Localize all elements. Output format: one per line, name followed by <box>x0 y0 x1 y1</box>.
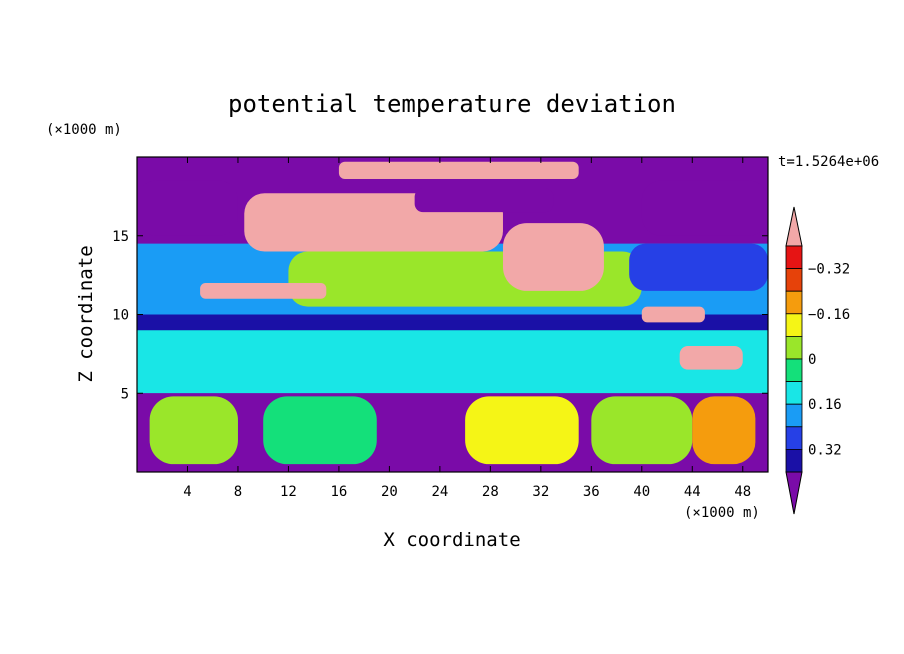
x-tick-label: 4 <box>183 484 191 500</box>
x-tick-label: 44 <box>684 484 701 500</box>
contour-region <box>692 396 756 465</box>
chart-title: potential temperature deviation <box>228 90 676 118</box>
colorbar-swatch <box>785 313 803 337</box>
colorbar-swatch <box>785 290 803 315</box>
time-label: t=1.5264e+06 <box>778 154 879 170</box>
colorbar-tick-label: 0.32 <box>808 442 842 458</box>
y-tick-label: 15 <box>112 229 129 245</box>
colorbar-swatch <box>785 426 803 450</box>
contour-region <box>679 346 743 370</box>
contour-region <box>465 396 579 465</box>
colorbar-swatch <box>785 268 803 292</box>
x-tick-label: 12 <box>280 484 297 500</box>
colorbar-tick-label: −0.32 <box>808 262 850 278</box>
x-tick-label: 16 <box>330 484 347 500</box>
colorbar-swatch <box>785 381 803 405</box>
x-tick-label: 32 <box>532 484 549 500</box>
colorbar: 0.32 0.16 0 −0.16 −0.32 <box>785 206 850 515</box>
y-axis: 5 10 15 <box>112 229 768 402</box>
colorbar-swatch <box>785 245 803 270</box>
contour-region <box>338 161 579 180</box>
x-tick-label: 28 <box>482 484 499 500</box>
colorbar-swatch <box>785 335 803 360</box>
x-tick-label: 20 <box>381 484 398 500</box>
x-axis-label: X coordinate <box>383 529 520 551</box>
contour-field <box>137 157 768 472</box>
y-axis-label: Z coordinate <box>75 245 97 382</box>
x-unit-label: (×1000 m) <box>684 505 760 521</box>
x-axis: 4 8 12 16 20 24 28 32 36 40 44 48 <box>183 157 751 500</box>
x-tick-label: 48 <box>734 484 751 500</box>
colorbar-tick-label: 0.16 <box>808 397 842 413</box>
colorbar-tick-label: 0 <box>808 352 816 368</box>
contour-region <box>641 180 768 236</box>
colorbar-swatch <box>785 403 803 428</box>
contour-region <box>641 306 705 323</box>
contour-region <box>502 223 604 291</box>
contour-region <box>149 396 238 465</box>
y-unit-label: (×1000 m) <box>46 122 122 138</box>
x-tick-label: 8 <box>234 484 242 500</box>
y-tick-label: 5 <box>121 386 129 402</box>
colorbar-tick-label: −0.16 <box>808 307 850 323</box>
contour-region <box>591 396 693 465</box>
contour-region <box>137 330 768 394</box>
x-tick-label: 24 <box>431 484 448 500</box>
contour-region <box>200 283 327 299</box>
colorbar-top-triangle <box>785 206 803 247</box>
x-tick-label: 36 <box>583 484 600 500</box>
colorbar-swatch <box>785 358 803 383</box>
contour-region <box>263 396 377 465</box>
y-tick-label: 10 <box>112 308 129 324</box>
contour-region <box>629 243 768 291</box>
colorbar-bottom-triangle <box>785 471 803 515</box>
x-tick-label: 40 <box>633 484 650 500</box>
colorbar-swatch <box>785 448 803 473</box>
contour-region <box>414 188 554 213</box>
contour-region <box>137 180 238 236</box>
